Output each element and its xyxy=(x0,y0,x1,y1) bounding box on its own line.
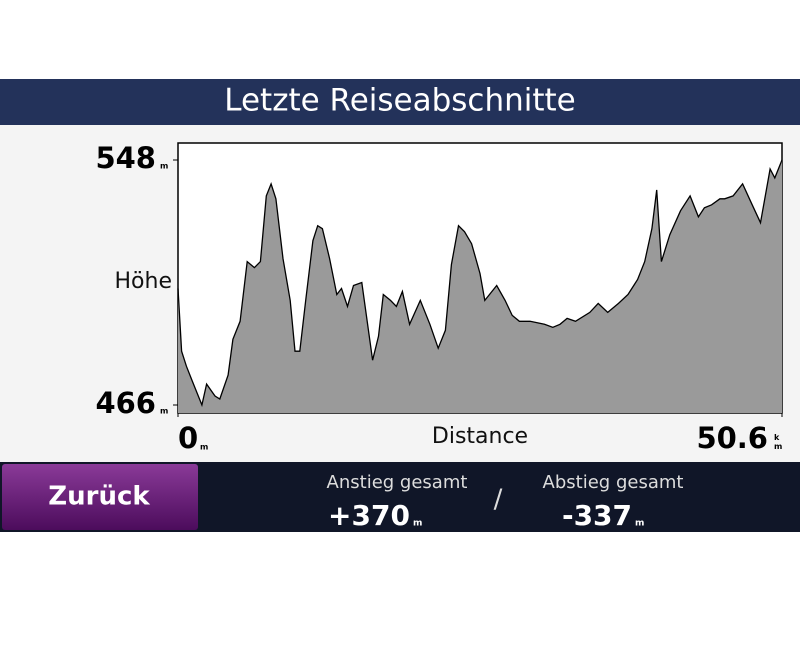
y-tick-unit: m xyxy=(160,407,168,416)
header-title: Letzte Reiseabschnitte xyxy=(224,83,576,119)
separator: / xyxy=(494,485,503,515)
x-tick-label: 0 xyxy=(178,421,198,455)
y-axis-label: Höhe xyxy=(115,269,172,294)
y-tick-unit: m xyxy=(160,162,168,171)
stat-unit: m xyxy=(413,519,422,529)
stat-label: Abstieg gesamt xyxy=(543,472,684,493)
x-tick-unit: m xyxy=(200,443,208,452)
x-axis-label: Distance xyxy=(432,424,528,449)
area-line xyxy=(177,159,783,408)
y-tick-label: 548 xyxy=(95,141,156,175)
y-tick-label: 466 xyxy=(95,386,156,420)
stat-unit: m xyxy=(635,519,644,529)
back-button[interactable] xyxy=(2,464,198,530)
area-fill xyxy=(178,160,782,413)
stat-value: -337 xyxy=(562,499,632,532)
back-button-label[interactable]: Zurück xyxy=(48,482,150,512)
x-tick-label: 50.6 xyxy=(696,421,768,455)
header-bar xyxy=(0,79,800,125)
stat-label: Anstieg gesamt xyxy=(327,472,468,493)
stat-value: +370 xyxy=(328,499,410,532)
